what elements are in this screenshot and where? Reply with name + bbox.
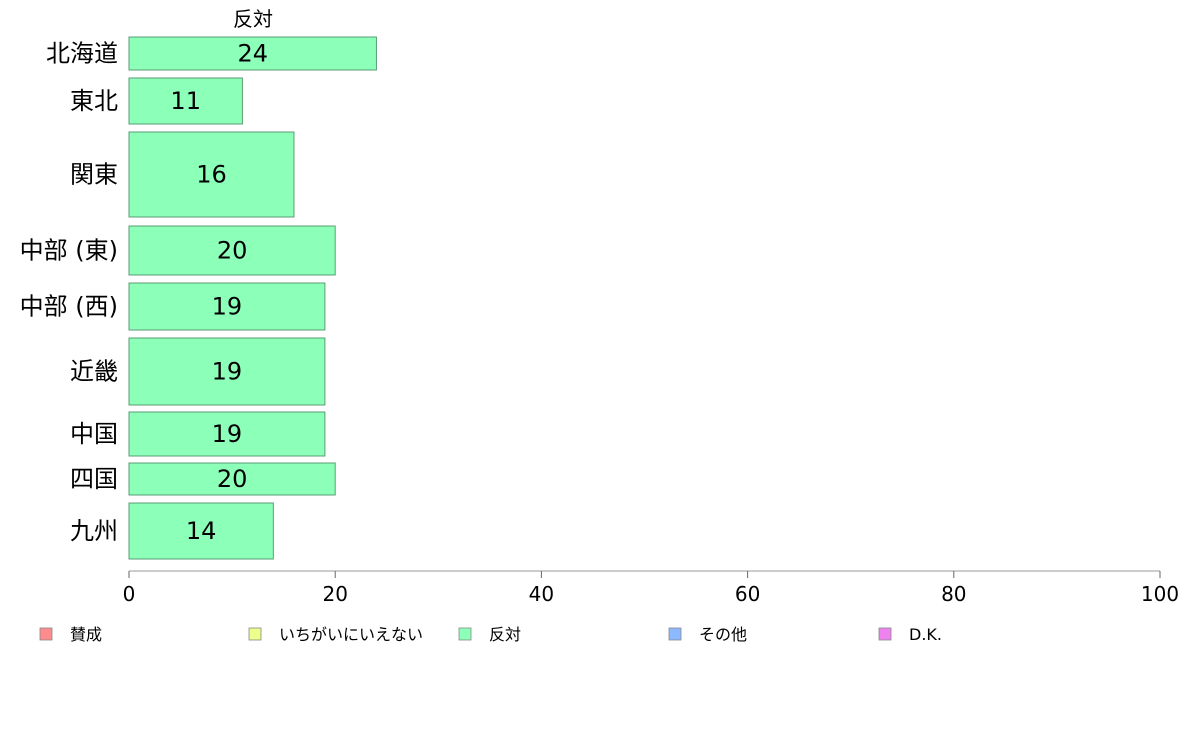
legend-swatch: [668, 627, 682, 641]
bar: [128, 77, 243, 125]
bar: [128, 502, 274, 560]
bars-group: 北海道 24 東北 11 関東 16 中部 (東) 20 中部 (西) 19 近畿 19 中国 19 四国 2…: [20, 36, 377, 560]
bar-value-label: 19: [212, 358, 243, 386]
category-label: 近畿: [70, 358, 118, 386]
bar-value-label: 14: [186, 517, 217, 545]
x-tick-label: 0: [123, 582, 136, 606]
bar-value-label: 19: [212, 420, 243, 448]
bar-value-label: 16: [196, 161, 227, 189]
bar-value-label: 20: [217, 237, 248, 265]
bar-value-label: 20: [217, 465, 248, 493]
bar: [128, 131, 295, 218]
x-tick-label: 40: [529, 582, 554, 606]
bar: [128, 36, 377, 71]
legend-label: 反対: [489, 625, 521, 644]
bar: [128, 411, 326, 457]
category-label: 四国: [70, 465, 118, 493]
category-label: 九州: [70, 517, 118, 545]
bar: [128, 225, 336, 276]
category-label: 北海道: [46, 40, 118, 68]
category-label: 中部 (西): [20, 293, 118, 321]
x-tick-label: 80: [941, 582, 966, 606]
legend-label: いちがいにいえない: [279, 625, 423, 644]
legend-label: 賛成: [70, 625, 102, 644]
legend-swatch: [878, 627, 892, 641]
legend-label: D.K.: [909, 625, 942, 644]
category-label: 関東: [70, 161, 118, 189]
category-label: 中部 (東): [20, 237, 118, 265]
bar-value-label: 19: [212, 293, 243, 321]
bar: [128, 337, 326, 406]
category-label: 東北: [70, 87, 118, 115]
legend: 賛成 いちがいにいえない 反対 その他 D.K.: [39, 625, 942, 644]
x-axis: 0 20 40 60 80 100: [123, 570, 1179, 606]
legend-swatch: [458, 627, 472, 641]
bar: [128, 462, 336, 496]
bar: [128, 282, 326, 331]
x-tick-label: 20: [322, 582, 347, 606]
x-tick-label: 100: [1141, 582, 1179, 606]
legend-swatch: [39, 627, 53, 641]
bar-value-label: 11: [170, 87, 201, 115]
bar-value-label: 24: [237, 40, 268, 68]
legend-swatch: [248, 627, 262, 641]
series-title: 反対: [233, 7, 273, 31]
legend-label: その他: [699, 625, 747, 644]
x-tick-label: 60: [735, 582, 760, 606]
category-label: 中国: [70, 420, 118, 448]
